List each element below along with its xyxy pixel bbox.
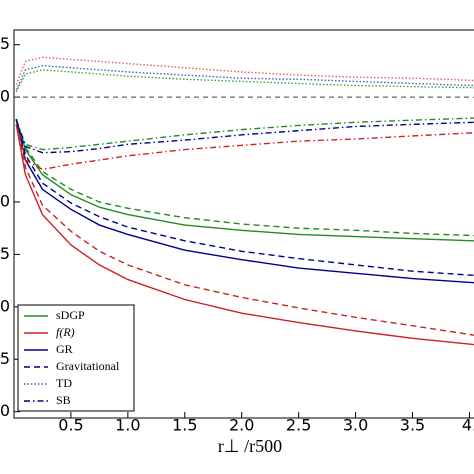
legend-label: f(R) xyxy=(56,325,75,339)
y-tick-label: 0 xyxy=(0,191,10,210)
x-tick-label: 1.5 xyxy=(172,416,197,435)
y-tick-label: 5 xyxy=(0,244,10,263)
y-tick-label: 0 xyxy=(0,296,10,315)
series-line xyxy=(15,124,474,346)
legend-label: GR xyxy=(56,342,73,356)
series-line xyxy=(15,56,474,85)
series-line xyxy=(15,124,474,336)
series-line xyxy=(15,120,474,171)
y-tick-label: 5 xyxy=(0,349,10,368)
series-line xyxy=(15,118,474,242)
legend-label: sDGP xyxy=(56,308,85,322)
legend: sDGP f(R) GR Gravitational TD SB xyxy=(17,304,135,412)
legend-box xyxy=(17,304,135,412)
x-tick-label: 3.5 xyxy=(400,416,425,435)
x-tick-label: 3.0 xyxy=(343,416,368,435)
x-tick-label: 1.0 xyxy=(115,416,140,435)
legend-label: TD xyxy=(56,376,72,390)
series-line xyxy=(15,69,474,93)
x-tick-label: 2.5 xyxy=(286,416,311,435)
x-tick-label: 0.5 xyxy=(58,416,83,435)
series-line xyxy=(15,118,474,277)
y-tick-label: 0 xyxy=(0,401,10,420)
series-line xyxy=(15,119,474,154)
y-tick-label: 0 xyxy=(0,87,10,106)
legend-label: Gravitational xyxy=(56,359,120,373)
series-line xyxy=(15,117,474,151)
series-line xyxy=(15,118,474,237)
series-line xyxy=(15,64,474,91)
x-axis-label: r⊥ /r500 xyxy=(218,436,282,456)
plot-frame xyxy=(13,29,474,419)
x-tick-label: 2.0 xyxy=(229,416,254,435)
y-tick-label: 5 xyxy=(0,34,10,53)
legend-label: SB xyxy=(56,393,71,407)
series-line xyxy=(15,118,474,284)
x-tick-label: 4. xyxy=(462,416,474,435)
